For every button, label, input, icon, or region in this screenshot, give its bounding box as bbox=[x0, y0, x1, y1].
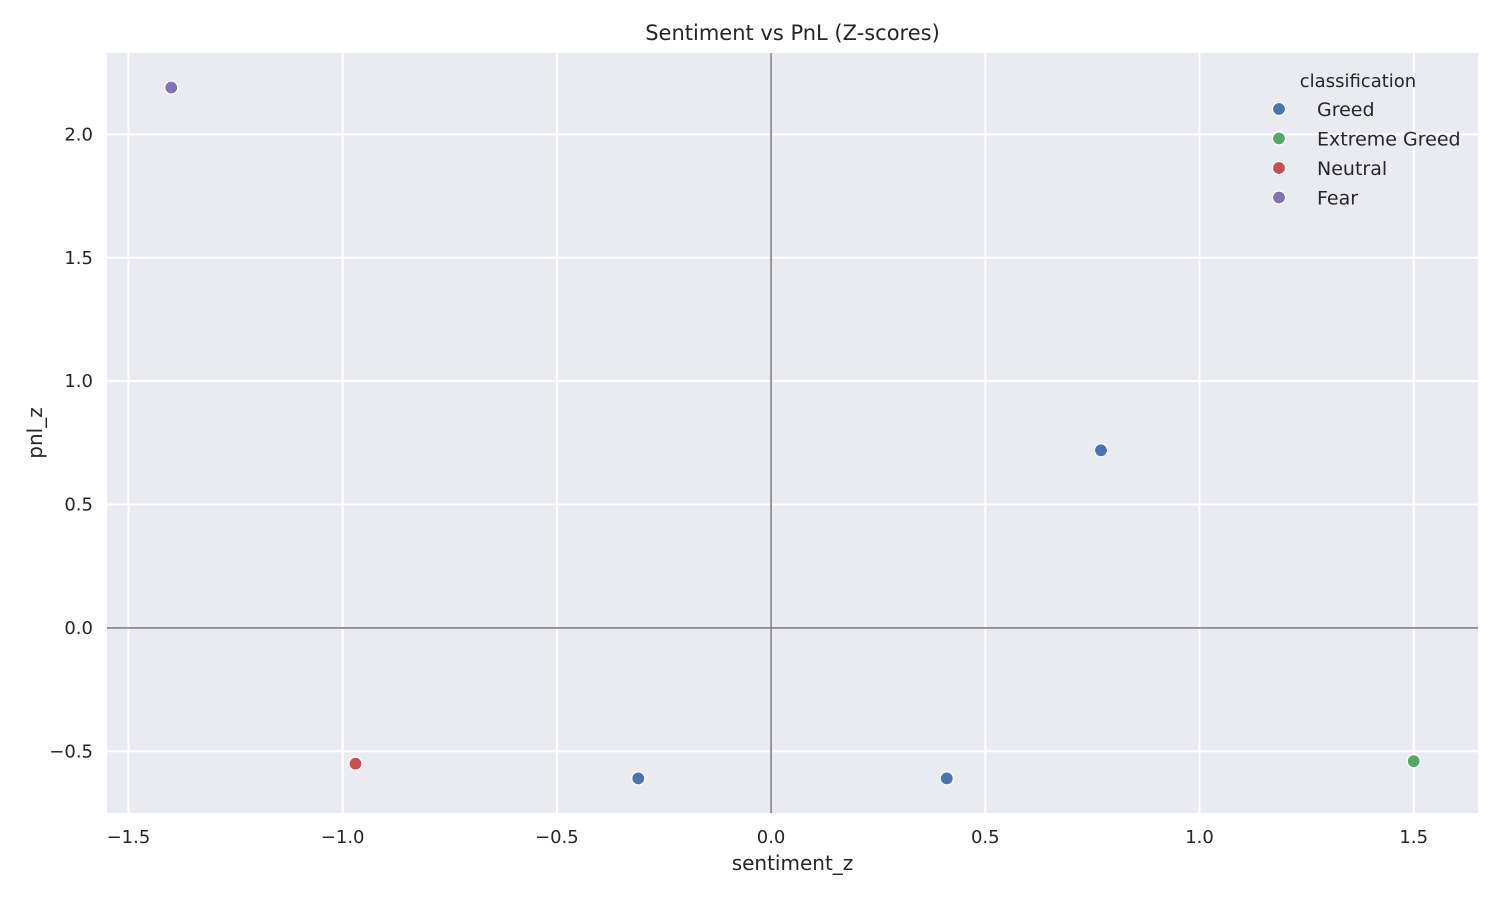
legend-marker-extreme-greed bbox=[1271, 131, 1287, 146]
legend-marker-fear bbox=[1271, 190, 1287, 205]
plot-area bbox=[107, 53, 1478, 813]
data-point-extreme-greed bbox=[1406, 754, 1421, 769]
legend-title: classification bbox=[1300, 71, 1416, 92]
x-tick-label: −1.5 bbox=[107, 827, 151, 848]
data-points bbox=[164, 80, 1421, 786]
legend-label-extreme-greed: Extreme Greed bbox=[1317, 129, 1461, 151]
x-tick-label: 0.5 bbox=[971, 827, 1000, 848]
data-point-fear bbox=[164, 80, 179, 95]
x-tick-label: 1.0 bbox=[1185, 827, 1214, 848]
y-tick-label: 1.5 bbox=[64, 248, 93, 269]
x-tick-label: 1.5 bbox=[1399, 827, 1428, 848]
x-axis-title: sentiment_z bbox=[732, 851, 854, 875]
y-tick-label: 1.0 bbox=[64, 371, 93, 392]
y-tick-label: −0.5 bbox=[49, 741, 93, 762]
reference-lines bbox=[107, 53, 1478, 813]
legend-label-fear: Fear bbox=[1317, 188, 1358, 210]
legend: classification Greed Extreme Greed Neutral… bbox=[1271, 71, 1461, 210]
x-tick-label: −0.5 bbox=[535, 827, 579, 848]
x-tick-label: −1.0 bbox=[321, 827, 365, 848]
y-tick-label: 2.0 bbox=[64, 124, 93, 145]
legend-label-greed: Greed bbox=[1317, 99, 1375, 121]
legend-marker-greed bbox=[1271, 101, 1287, 117]
x-tick-label: 0.0 bbox=[757, 827, 786, 848]
legend-label-neutral: Neutral bbox=[1317, 158, 1387, 180]
y-axis-title: pnl_z bbox=[23, 407, 47, 458]
chart-title: Sentiment vs PnL (Z-scores) bbox=[645, 21, 940, 45]
y-tick-label: 0.5 bbox=[64, 495, 93, 516]
y-tick-label: 0.0 bbox=[64, 618, 93, 639]
data-point-greed bbox=[631, 771, 646, 786]
tick-labels: −1.5 −1.0 −0.5 0.0 0.5 1.0 1.5 −0.5 0.0 0.5 1.0 1.5… bbox=[49, 124, 1428, 848]
data-point-neutral bbox=[348, 756, 363, 771]
legend-marker-neutral bbox=[1271, 160, 1287, 176]
data-point-greed bbox=[1093, 443, 1109, 458]
data-point-greed bbox=[939, 771, 954, 786]
